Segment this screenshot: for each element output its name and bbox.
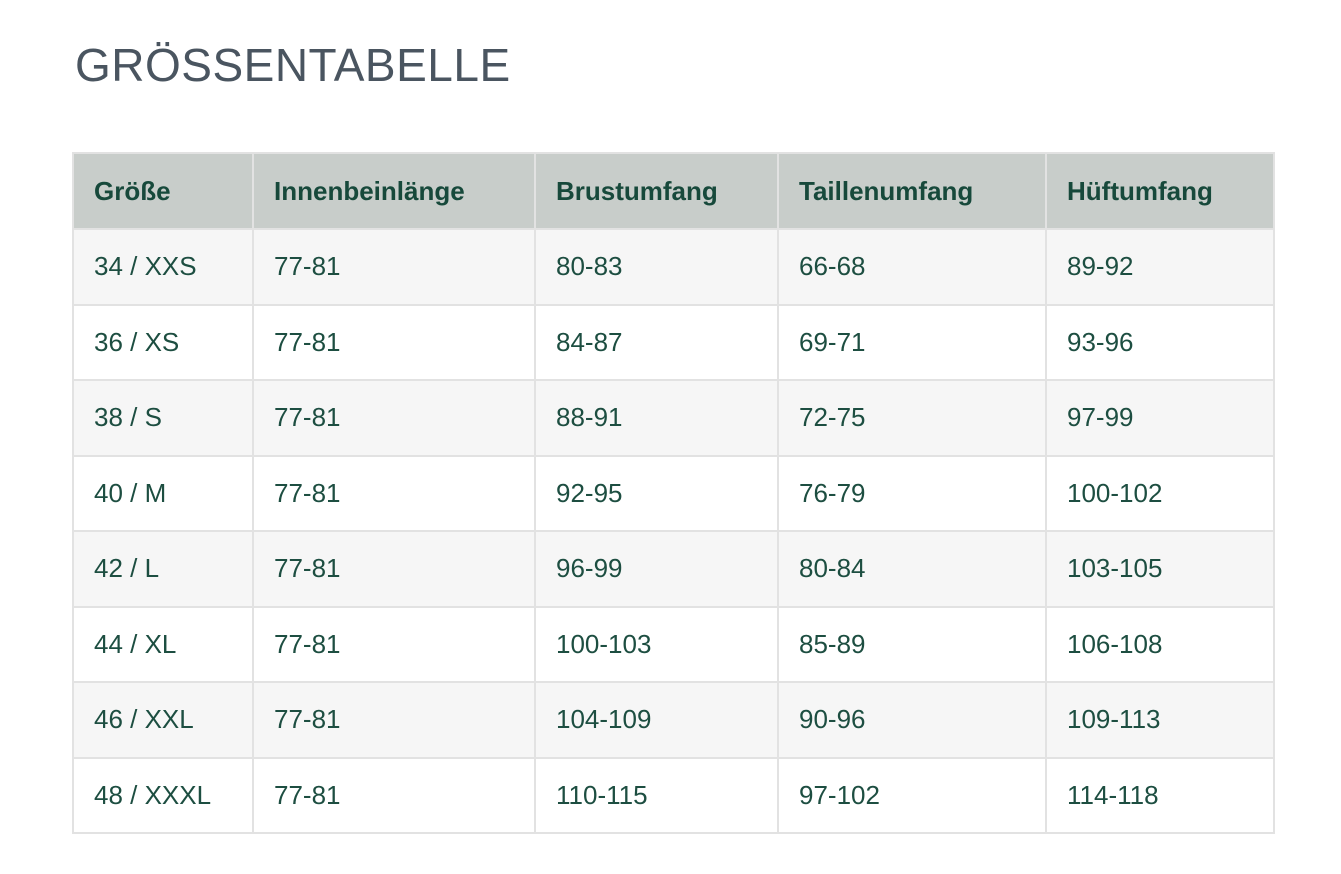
table-cell: 90-96 <box>777 681 1047 759</box>
size-table: Größe Innenbeinlänge Brustumfang Taillenumf… <box>72 152 1275 834</box>
table-cell: 114-118 <box>1045 756 1275 834</box>
table-cell: 85-89 <box>777 605 1047 683</box>
table-cell: 96-99 <box>534 530 779 608</box>
table-row: 38 / S 77-81 88-91 72-75 97-99 <box>72 379 1275 457</box>
table-cell: 103-105 <box>1045 530 1275 608</box>
column-header-2: Brustumfang <box>534 152 779 230</box>
table-cell: 36 / XS <box>72 303 254 381</box>
table-cell: 77-81 <box>252 530 536 608</box>
column-header-1: Innenbeinlänge <box>252 152 536 230</box>
table-cell: 97-99 <box>1045 379 1275 457</box>
table-row: 36 / XS 77-81 84-87 69-71 93-96 <box>72 303 1275 381</box>
size-table-header: Größe Innenbeinlänge Brustumfang Taillenumf… <box>72 152 1275 230</box>
table-cell: 77-81 <box>252 454 536 532</box>
table-row: 42 / L 77-81 96-99 80-84 103-105 <box>72 530 1275 608</box>
table-cell: 46 / XXL <box>72 681 254 759</box>
page-title: GRÖSSENTABELLE <box>75 39 511 91</box>
column-header-0: Größe <box>72 152 254 230</box>
table-cell: 97-102 <box>777 756 1047 834</box>
table-cell: 80-84 <box>777 530 1047 608</box>
table-cell: 77-81 <box>252 379 536 457</box>
table-cell: 89-92 <box>1045 228 1275 306</box>
table-cell: 100-103 <box>534 605 779 683</box>
table-row: 34 / XXS 77-81 80-83 66-68 89-92 <box>72 228 1275 306</box>
column-header-4: Hüftumfang <box>1045 152 1275 230</box>
table-cell: 106-108 <box>1045 605 1275 683</box>
table-cell: 77-81 <box>252 756 536 834</box>
table-cell: 40 / M <box>72 454 254 532</box>
header-row: Größe Innenbeinlänge Brustumfang Taillenumf… <box>72 152 1275 230</box>
table-cell: 77-81 <box>252 605 536 683</box>
table-cell: 92-95 <box>534 454 779 532</box>
table-cell: 110-115 <box>534 756 779 834</box>
table-cell: 84-87 <box>534 303 779 381</box>
size-table-body: 34 / XXS 77-81 80-83 66-68 89-92 36 / XS 77-81… <box>72 228 1275 834</box>
table-cell: 80-83 <box>534 228 779 306</box>
table-cell: 34 / XXS <box>72 228 254 306</box>
column-header-3: Taillenumfang <box>777 152 1047 230</box>
table-cell: 69-71 <box>777 303 1047 381</box>
table-cell: 66-68 <box>777 228 1047 306</box>
table-cell: 109-113 <box>1045 681 1275 759</box>
table-row: 48 / XXXL 77-81 110-115 97-102 114-118 <box>72 756 1275 834</box>
table-cell: 100-102 <box>1045 454 1275 532</box>
table-cell: 76-79 <box>777 454 1047 532</box>
table-row: 44 / XL 77-81 100-103 85-89 106-108 <box>72 605 1275 683</box>
table-cell: 104-109 <box>534 681 779 759</box>
table-cell: 48 / XXXL <box>72 756 254 834</box>
table-row: 40 / M 77-81 92-95 76-79 100-102 <box>72 454 1275 532</box>
table-cell: 88-91 <box>534 379 779 457</box>
table-cell: 77-81 <box>252 303 536 381</box>
table-cell: 77-81 <box>252 681 536 759</box>
table-cell: 93-96 <box>1045 303 1275 381</box>
table-row: 46 / XXL 77-81 104-109 90-96 109-113 <box>72 681 1275 759</box>
table-cell: 44 / XL <box>72 605 254 683</box>
table-cell: 72-75 <box>777 379 1047 457</box>
table-cell: 77-81 <box>252 228 536 306</box>
table-cell: 38 / S <box>72 379 254 457</box>
table-cell: 42 / L <box>72 530 254 608</box>
